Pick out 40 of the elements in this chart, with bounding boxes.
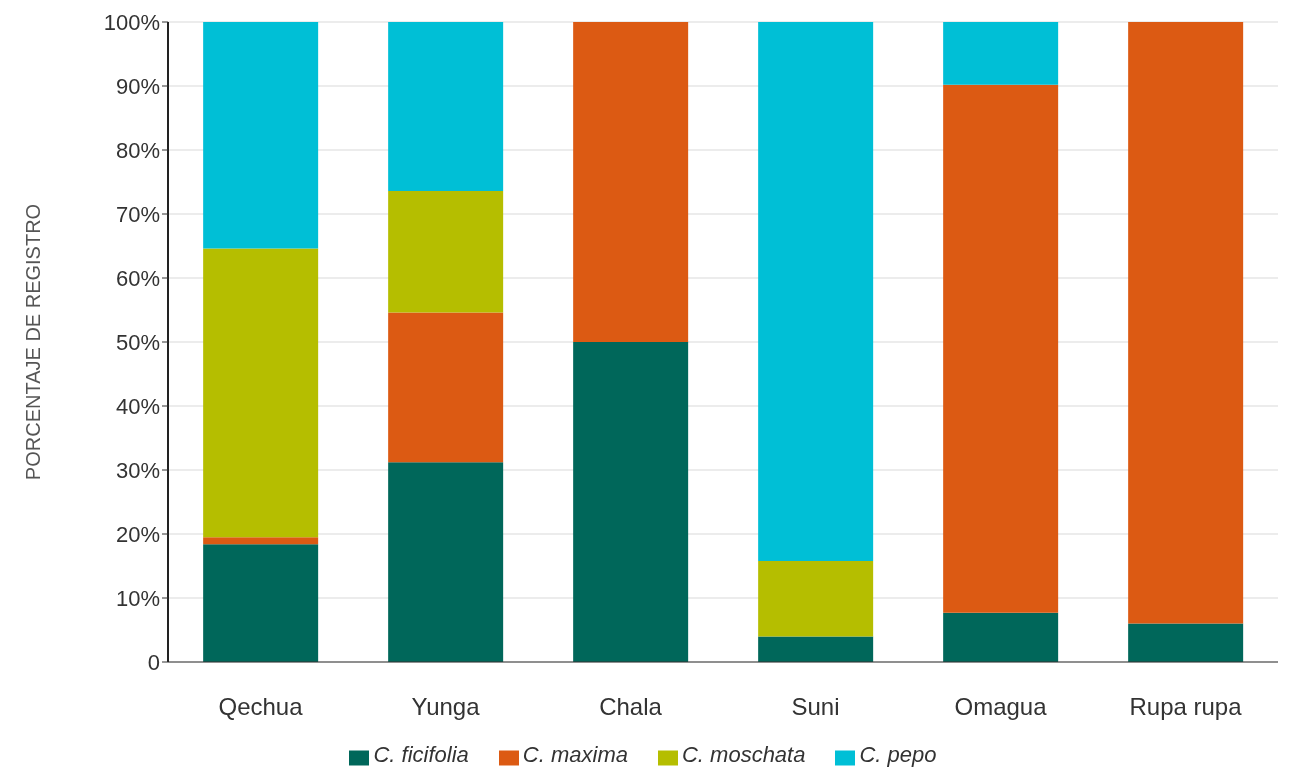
- x-tick-label: Qechua: [218, 693, 304, 721]
- bar: [388, 22, 504, 191]
- bar: [203, 537, 319, 545]
- bar: [943, 84, 1059, 613]
- bar: [573, 342, 689, 662]
- y-tick-label: 80%: [115, 137, 160, 163]
- bar: [388, 312, 504, 463]
- x-tick-label: Suni: [791, 693, 840, 721]
- legend-label: C. maxima: [522, 742, 628, 767]
- x-tick-label: Chala: [599, 693, 663, 721]
- bar: [1128, 623, 1244, 662]
- bar: [388, 190, 504, 313]
- bar: [758, 560, 874, 637]
- x-tick-label: Rupa rupa: [1129, 693, 1243, 721]
- bar: [943, 22, 1059, 85]
- bar: [573, 22, 689, 342]
- y-tick-label: 0: [147, 649, 160, 675]
- bar: [203, 248, 319, 538]
- bar: [1128, 22, 1244, 624]
- y-tick-label: 20%: [115, 521, 160, 547]
- bar: [758, 636, 874, 662]
- bar: [203, 544, 319, 662]
- y-tick-label: 60%: [115, 265, 160, 291]
- legend-label: C. moschata: [681, 742, 806, 767]
- y-tick-label: 90%: [115, 73, 160, 99]
- x-tick-label: Yunga: [411, 693, 481, 721]
- bar: [203, 22, 319, 249]
- y-tick-label: 30%: [115, 457, 160, 483]
- y-tick-label: 10%: [115, 585, 160, 611]
- legend-label: C. ficifolia: [373, 742, 469, 767]
- y-tick-label: 40%: [115, 393, 160, 419]
- x-tick-label: Omagua: [954, 693, 1048, 721]
- legend-label: C. pepo: [859, 742, 937, 767]
- y-tick-label: 100%: [103, 9, 160, 35]
- y-tick-label: 50%: [115, 329, 160, 355]
- bar: [388, 462, 504, 662]
- y-axis-title: PORCENTAJE DE REGISTRO: [22, 203, 45, 481]
- y-tick-label: 70%: [115, 201, 160, 227]
- bar: [943, 612, 1059, 662]
- bar: [758, 22, 874, 561]
